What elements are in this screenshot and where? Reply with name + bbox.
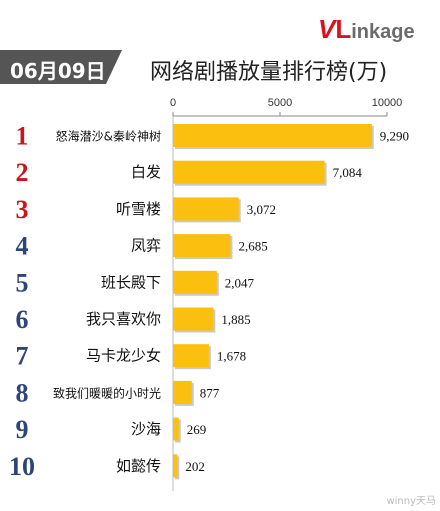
value-label: 1,885 [221,312,250,327]
bar [173,197,239,221]
value-label: 9,290 [380,129,409,144]
value-label: 269 [187,422,207,437]
bar [173,307,214,331]
chart-title: 网络剧播放量排行榜(万) [150,60,388,85]
date-label: 06月09日 [10,59,106,83]
bar [173,124,372,147]
bar [173,454,178,478]
value-label: 1,678 [217,349,246,364]
x-tick-label: 5000 [268,97,292,109]
value-label: 2,685 [238,239,267,254]
category-label: 如懿传 [116,457,161,475]
bar [173,234,231,258]
value-label: 3,072 [247,202,276,217]
value-label: 7,084 [333,165,363,180]
category-label: 凤弈 [131,237,161,255]
value-label: 877 [200,385,220,400]
value-label: 202 [185,459,205,474]
category-label: 致我们暖暖的小时光 [53,385,161,400]
bar [173,270,217,294]
category-label: 听雪楼 [116,200,161,218]
category-label: 怒海潜沙&秦岭神树 [56,129,161,144]
category-label: 沙海 [131,420,161,438]
watermark: winny天马 [386,496,436,507]
rank-number: 10 [9,452,35,481]
x-tick-label: 0 [170,97,176,109]
rank-number: 2 [16,158,29,187]
bar [173,344,209,368]
category-label: 我只喜欢你 [86,310,161,328]
logo-l: L [335,14,352,44]
bar [173,160,325,184]
value-label: 2,047 [225,275,255,290]
date-badge-shape [0,50,122,84]
date-badge: 06月09日 [0,50,122,84]
x-tick-label: 10000 [372,97,403,109]
rank-number: 3 [16,195,29,224]
category-label: 班长殿下 [101,273,161,291]
rank-number: 7 [16,342,29,371]
rank-number: 8 [16,378,29,407]
rank-number: 9 [16,415,29,444]
logo-v: V [318,14,336,44]
logo-rest: inkage [351,21,415,43]
rank-number: 5 [16,268,29,297]
category-label: 白发 [131,163,161,181]
rank-number: 1 [16,122,29,151]
rank-number: 4 [16,232,29,261]
rank-number: 6 [16,305,29,334]
bar [173,380,192,404]
bar [173,417,179,441]
vlinkage-logo: VLinkage [318,14,415,45]
category-label: 马卡龙少女 [86,347,161,365]
